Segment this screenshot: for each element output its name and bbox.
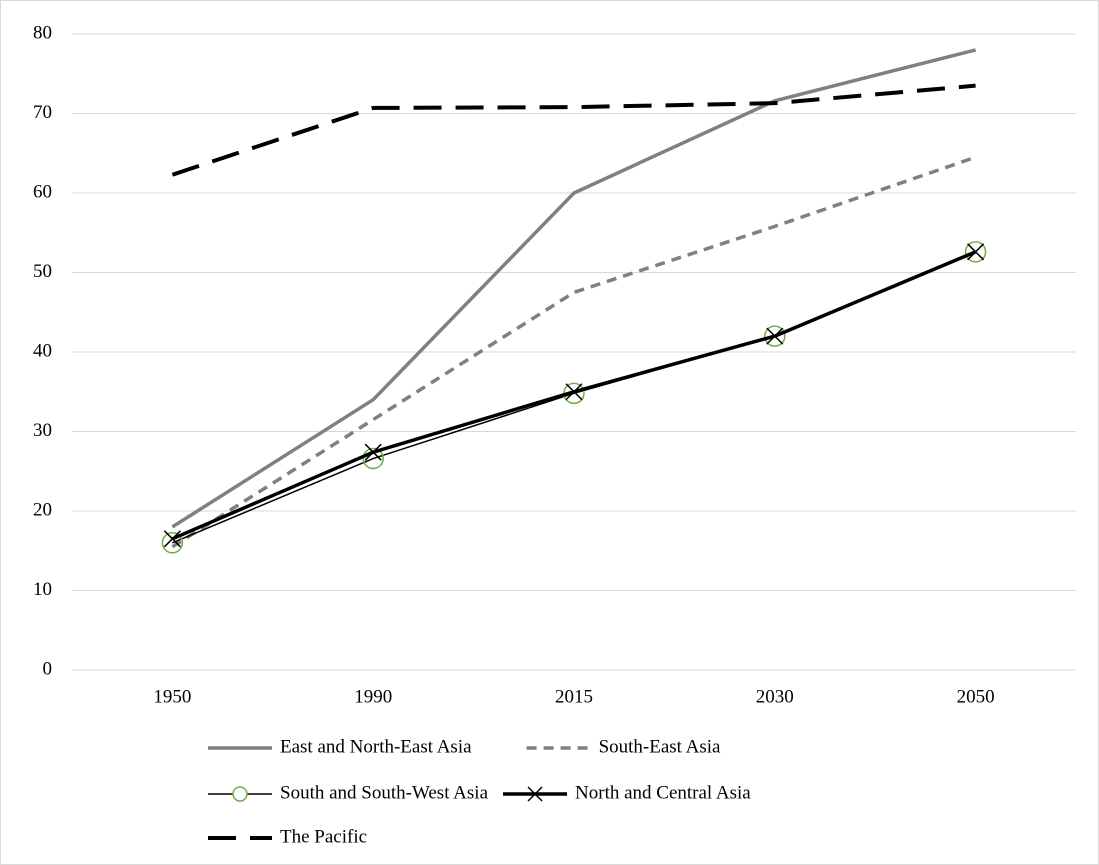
legend-item: South and South-West Asia [208, 782, 489, 803]
y-tick-label: 40 [33, 340, 52, 361]
legend-marker [232, 786, 248, 802]
line [171, 83, 976, 177]
series [163, 243, 985, 548]
x-tick-label: 1990 [354, 686, 392, 707]
y-tick-label: 60 [33, 181, 52, 202]
legend-label: North and Central Asia [575, 782, 751, 803]
legend-item: East and North-East Asia [208, 736, 472, 757]
series [171, 48, 977, 529]
marker [163, 530, 181, 548]
x-tick-label: 2050 [957, 686, 995, 707]
marker [764, 325, 786, 347]
legend-item: The Pacific [208, 826, 367, 847]
y-tick-label: 70 [33, 102, 52, 123]
legend-label: South-East Asia [599, 736, 721, 757]
legend-item: South-East Asia [526, 736, 721, 757]
marker [161, 532, 184, 554]
y-tick-label: 10 [33, 579, 52, 600]
legend-item: North and Central Asia [503, 782, 751, 803]
marker [967, 243, 985, 261]
marker [565, 383, 583, 401]
x-tick-label: 2030 [756, 686, 794, 707]
legend-label: East and North-East Asia [280, 736, 472, 757]
line [171, 155, 977, 549]
line [171, 48, 977, 529]
series [171, 83, 976, 177]
x-tick-label: 2015 [555, 686, 593, 707]
marker [362, 447, 384, 470]
y-tick-label: 20 [33, 499, 52, 520]
legend-label: South and South-West Asia [280, 782, 489, 803]
marker [964, 241, 987, 263]
y-tick-label: 80 [33, 22, 52, 43]
y-tick-label: 0 [43, 658, 53, 679]
legend-label: The Pacific [280, 826, 367, 847]
x-tick-label: 1950 [153, 686, 191, 707]
y-tick-label: 50 [33, 261, 52, 282]
y-tick-label: 30 [33, 420, 52, 441]
marker [364, 443, 382, 461]
series [171, 155, 977, 549]
legend-marker [527, 786, 543, 802]
marker [766, 327, 784, 345]
